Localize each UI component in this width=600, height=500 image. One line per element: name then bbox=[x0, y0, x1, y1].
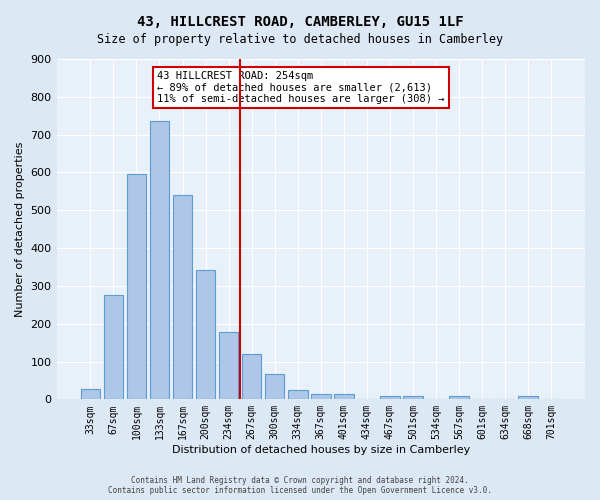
Bar bbox=[80, 389, 100, 400]
Bar bbox=[311, 394, 331, 400]
Text: Contains HM Land Registry data © Crown copyright and database right 2024.
Contai: Contains HM Land Registry data © Crown c… bbox=[108, 476, 492, 495]
Bar bbox=[288, 390, 308, 400]
Bar bbox=[334, 394, 353, 400]
Y-axis label: Number of detached properties: Number of detached properties bbox=[15, 142, 25, 317]
Bar bbox=[265, 374, 284, 400]
Bar bbox=[242, 354, 262, 400]
Bar bbox=[380, 396, 400, 400]
Bar bbox=[127, 174, 146, 400]
Bar bbox=[104, 296, 123, 400]
Text: 43 HILLCREST ROAD: 254sqm
← 89% of detached houses are smaller (2,613)
11% of se: 43 HILLCREST ROAD: 254sqm ← 89% of detac… bbox=[157, 71, 445, 104]
Bar bbox=[403, 396, 423, 400]
Bar bbox=[219, 332, 238, 400]
Bar bbox=[173, 195, 193, 400]
Text: Size of property relative to detached houses in Camberley: Size of property relative to detached ho… bbox=[97, 32, 503, 46]
Bar bbox=[518, 396, 538, 400]
Bar bbox=[449, 396, 469, 400]
X-axis label: Distribution of detached houses by size in Camberley: Distribution of detached houses by size … bbox=[172, 445, 470, 455]
Text: 43, HILLCREST ROAD, CAMBERLEY, GU15 1LF: 43, HILLCREST ROAD, CAMBERLEY, GU15 1LF bbox=[137, 15, 463, 29]
Bar bbox=[149, 120, 169, 400]
Bar bbox=[196, 270, 215, 400]
